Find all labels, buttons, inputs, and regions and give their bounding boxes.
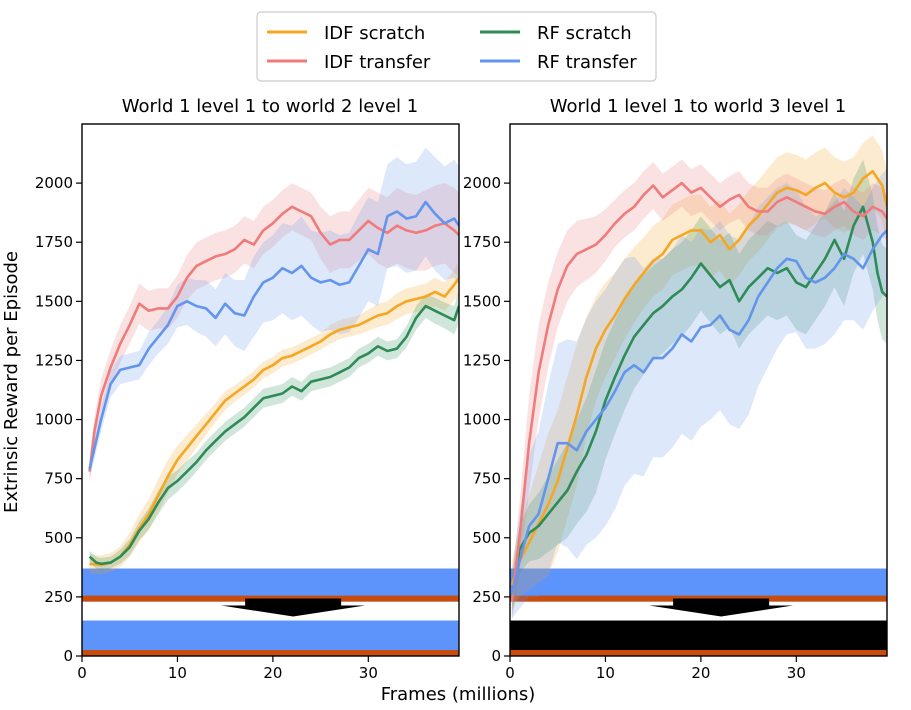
transfer-arrow-icon: [649, 598, 794, 617]
level-map-thumbnails: [510, 568, 887, 656]
x-tick-label: 30: [359, 664, 378, 682]
y-tick-label: 500: [44, 529, 73, 547]
target-level-ground: [82, 650, 459, 656]
y-tick-label: 1500: [35, 292, 73, 310]
y-tick-label: 250: [472, 588, 501, 606]
transfer-arrow-icon: [221, 598, 366, 617]
y-tick-label: 1750: [35, 233, 73, 251]
y-tick-label: 0: [491, 647, 501, 665]
legend-label: RF transfer: [537, 52, 637, 73]
y-tick-label: 1750: [463, 233, 501, 251]
y-axis-label: Extrinsic Reward per Episode: [1, 251, 22, 513]
line-rf-scratch: [510, 205, 887, 598]
x-tick-label: 30: [787, 664, 806, 682]
line-idf-transfer: [88, 205, 459, 472]
y-tick-label: 1250: [463, 351, 501, 369]
x-tick-label: 0: [77, 664, 87, 682]
band-rf-transfer: [89, 147, 459, 479]
legend-entry-idf-transfer: IDF transfer: [267, 52, 431, 73]
y-tick-label: 2000: [463, 174, 501, 192]
band-idf-transfer: [89, 183, 459, 484]
panel-left: 0 10 20 30 0 250 500 750 1000 1250 1500 1750 2000: [35, 123, 460, 682]
line-rf-transfer: [88, 200, 459, 470]
band-rf-scratch: [89, 289, 459, 570]
legend-label: IDF transfer: [324, 52, 431, 73]
y-tick-label: 750: [472, 470, 501, 488]
x-tick-label: 20: [691, 664, 710, 682]
legend-label: IDF scratch: [324, 23, 425, 44]
x-tick-label: 10: [596, 664, 615, 682]
legend: IDF scratch RF scratch IDF transfer RF t…: [256, 11, 657, 82]
line-idf-transfer: [510, 181, 887, 602]
band-rf-scratch: [511, 159, 887, 616]
x-tick-label: 0: [505, 664, 515, 682]
panel-right: 0 10 20 30 0 250 500 750 1000 1250 1500 1750 2000: [463, 123, 888, 682]
legend-label: RF scratch: [537, 23, 632, 44]
y-tick-label: 1000: [35, 411, 73, 429]
legend-entry-idf-scratch: IDF scratch: [267, 23, 425, 44]
y-tick-label: 1000: [463, 411, 501, 429]
line-rf-transfer: [510, 229, 887, 595]
line-rf-scratch: [88, 304, 459, 566]
y-tick-label: 750: [44, 470, 73, 488]
target-level-ground: [510, 650, 887, 656]
level-map-thumbnails: [82, 568, 459, 656]
x-axis-label: Frames (millions): [381, 684, 536, 705]
plot-frame: [509, 123, 888, 657]
line-idf-scratch: [510, 170, 887, 586]
band-rf-transfer: [511, 168, 887, 619]
legend-entry-rf-scratch: RF scratch: [480, 23, 632, 44]
y-tick-label: 2000: [35, 174, 73, 192]
y-tick-label: 250: [44, 588, 73, 606]
legend-entry-rf-transfer: RF transfer: [480, 52, 637, 73]
panel-title-right: World 1 level 1 to world 3 level 1: [550, 96, 846, 117]
legend-box: [256, 11, 657, 82]
plot-frame: [81, 123, 460, 657]
y-tick-label: 1500: [463, 292, 501, 310]
y-tick-label: 0: [63, 647, 73, 665]
line-idf-scratch: [89, 276, 459, 567]
band-idf-scratch: [89, 261, 459, 575]
x-tick-label: 20: [263, 664, 282, 682]
y-tick-label: 500: [472, 529, 501, 547]
panel-title-left: World 1 level 1 to world 2 level 1: [122, 96, 418, 117]
x-tick-label: 10: [168, 664, 187, 682]
y-tick-label: 1250: [35, 351, 73, 369]
